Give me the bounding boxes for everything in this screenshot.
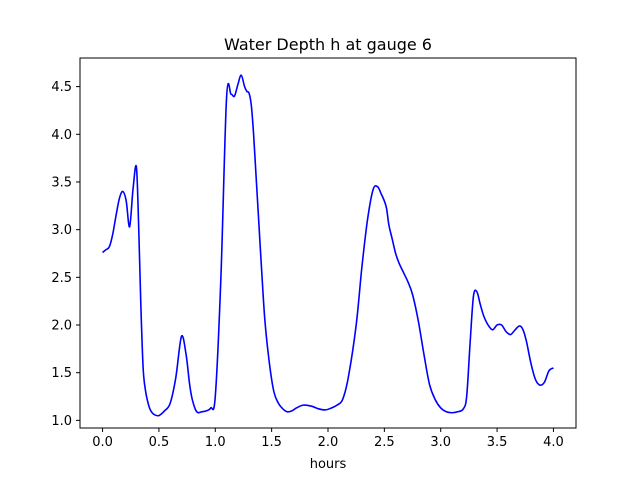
- x-tick-label: 1.0: [205, 435, 226, 450]
- x-tick-label: 3.0: [430, 435, 451, 450]
- x-tick-label: 0.5: [149, 435, 170, 450]
- y-axis-ticks: 1.0 1.5 2.0 2.5 3.0 3.5 4.0 4.5: [51, 80, 80, 429]
- y-tick-label: 3.5: [51, 175, 72, 190]
- plot-area: [102, 74, 554, 417]
- plot-frame: [79, 57, 577, 429]
- y-tick-label: 2.5: [51, 271, 72, 286]
- x-axis-ticks: 0.0 0.5 1.0 1.5 2.0 2.5 3.0 3.5 4.0: [92, 428, 564, 450]
- y-tick-label: 1.5: [51, 366, 72, 381]
- y-tick-label: 1.0: [51, 414, 72, 429]
- y-tick-label: 4.5: [51, 80, 72, 95]
- x-axis-label: hours: [310, 457, 347, 472]
- x-tick-label: 4.0: [543, 435, 564, 450]
- y-tick-label: 4.0: [51, 128, 72, 143]
- x-tick-label: 0.0: [92, 435, 113, 450]
- x-tick-label: 1.5: [261, 435, 282, 450]
- x-tick-label: 2.0: [318, 435, 339, 450]
- x-tick-label: 2.5: [374, 435, 395, 450]
- y-tick-label: 3.0: [51, 223, 72, 238]
- y-tick-label: 2.0: [51, 319, 72, 334]
- chart-title: Water Depth h at gauge 6: [224, 35, 432, 54]
- series-line-0: [102, 74, 554, 417]
- x-tick-label: 3.5: [487, 435, 508, 450]
